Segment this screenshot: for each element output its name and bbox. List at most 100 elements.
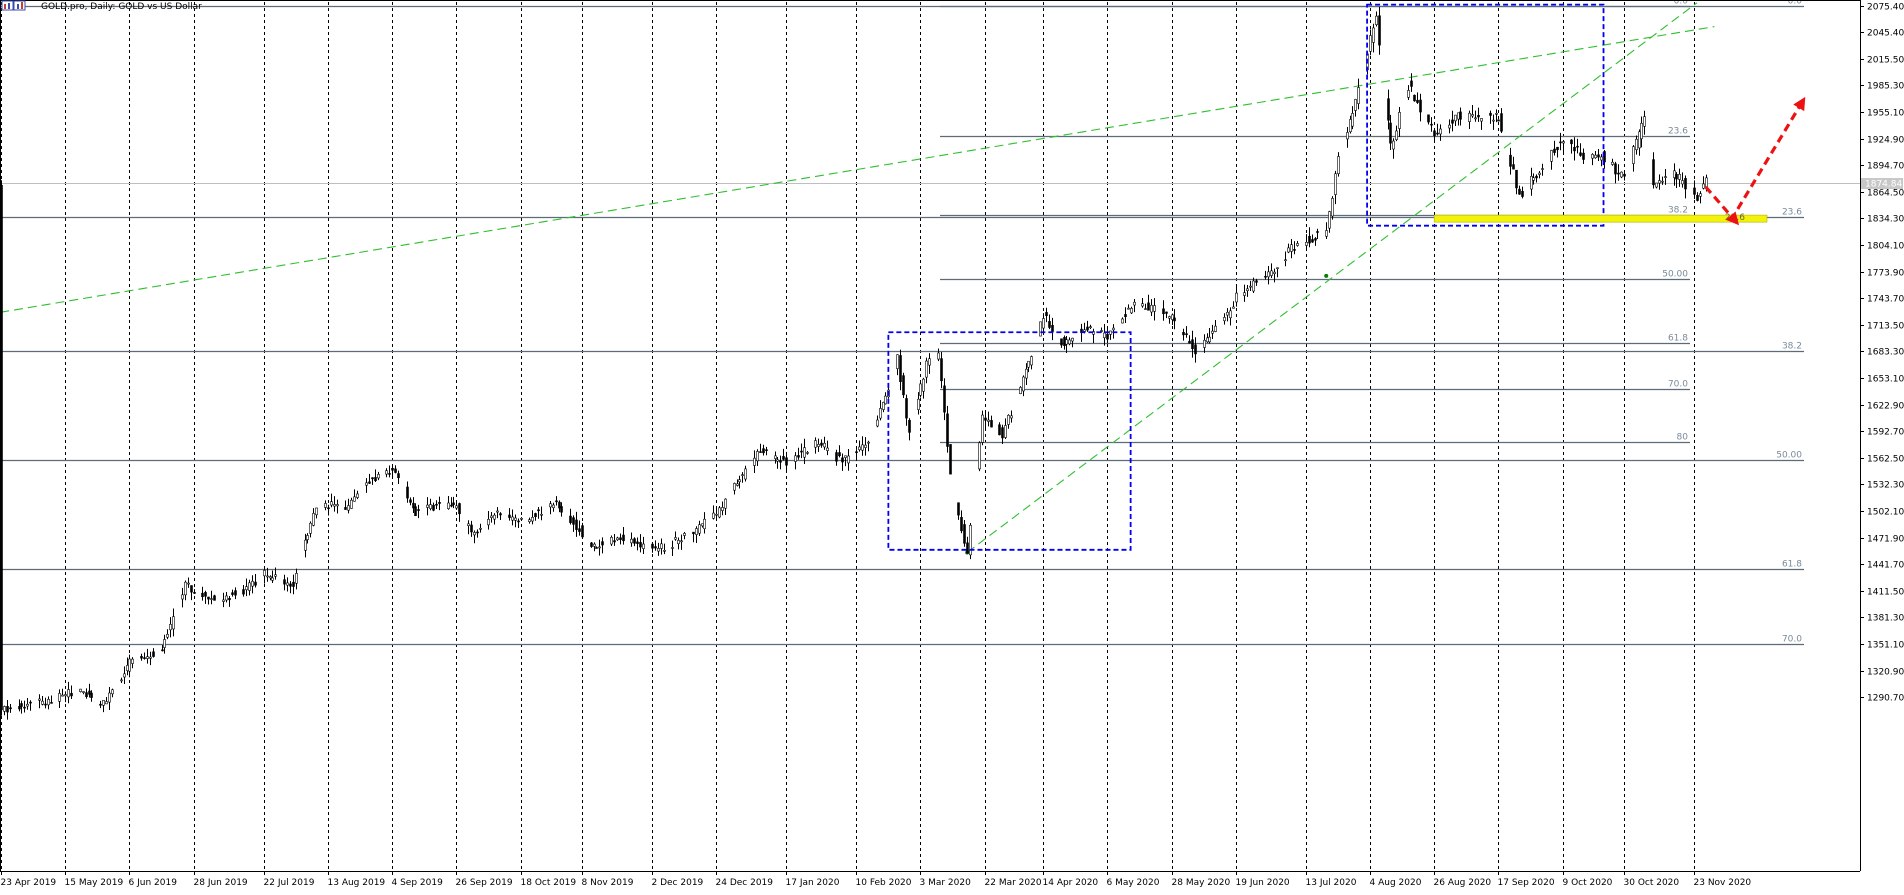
candle-body (490, 515, 493, 518)
candle (876, 415, 879, 428)
candle-body (1255, 280, 1258, 283)
level-label: 70.0 (1782, 635, 1802, 645)
candle (1331, 196, 1334, 220)
candle-body (1492, 119, 1495, 122)
candle (90, 690, 93, 702)
candle-body (377, 474, 380, 479)
candle-body (1007, 414, 1010, 425)
candle (286, 577, 289, 592)
y-tick-label: 1622.90 (1867, 402, 1904, 412)
candle (984, 412, 987, 429)
candle (593, 542, 596, 552)
x-tick-label: 26 Sep 2019 (456, 878, 513, 888)
candle-body (1331, 198, 1334, 217)
rectangles[interactable] (887, 3, 1605, 551)
candle-body (738, 479, 741, 483)
candle (450, 497, 453, 508)
candle-body (99, 703, 102, 706)
candle-body (1124, 314, 1127, 318)
candle (1106, 328, 1109, 344)
candle (184, 580, 187, 601)
candle-body (1019, 387, 1022, 395)
candle-body (184, 581, 187, 596)
candle (1354, 98, 1357, 117)
candle (534, 512, 537, 521)
candle-body (695, 528, 698, 535)
y-tick-label: 1562.50 (1867, 455, 1904, 465)
candle (928, 353, 931, 374)
trendline[interactable] (0, 26, 1715, 315)
candle (963, 519, 966, 547)
candle-body (759, 451, 762, 453)
candle (1582, 148, 1585, 164)
trendline[interactable] (966, 2, 1698, 553)
candle (508, 508, 511, 521)
candle (64, 691, 67, 703)
candle (1162, 300, 1165, 321)
candle (1211, 324, 1214, 340)
candle-body (1392, 140, 1395, 150)
candle-body (1276, 267, 1279, 270)
candle-body (131, 658, 134, 664)
candle-body (222, 599, 225, 602)
horizontal-levels: 23.6 38.2 50.00 61.8 70.0 0.0 (0, 0, 1860, 646)
candle-body (409, 499, 412, 503)
candle-body (1658, 180, 1661, 184)
candle-body (1147, 302, 1150, 311)
candle-body (126, 665, 129, 671)
candle (1632, 144, 1635, 172)
candle (172, 608, 175, 637)
candle (1039, 321, 1042, 337)
candle-body (531, 517, 534, 522)
candle-body (429, 504, 432, 509)
candle (169, 617, 172, 638)
candle (438, 496, 441, 511)
candle-body (595, 547, 598, 549)
candle (18, 699, 21, 712)
candle (330, 493, 333, 508)
candle-body (1535, 175, 1538, 179)
candle (1153, 298, 1156, 321)
candle (978, 441, 981, 472)
y-tick-label: 1683.30 (1867, 348, 1904, 358)
rectangle-drawing[interactable] (887, 331, 1132, 551)
candle (639, 534, 642, 553)
candle-body (388, 473, 391, 475)
candle-body (187, 582, 190, 585)
candle (779, 455, 782, 470)
candle-body (1173, 317, 1176, 322)
candle (1086, 320, 1089, 332)
candle (1541, 163, 1544, 176)
support-zone-rect[interactable] (1433, 214, 1768, 223)
candle-body (630, 538, 633, 544)
level-label: 50.00 (1776, 451, 1802, 461)
candle (797, 447, 800, 460)
candle-body (1171, 314, 1174, 320)
candle (940, 352, 943, 389)
rectangle-drawing[interactable] (1366, 3, 1605, 227)
candle (347, 498, 350, 514)
candle (394, 465, 397, 474)
candle-body (1521, 191, 1524, 197)
candle-body (204, 592, 207, 597)
candle (1229, 307, 1232, 326)
candle (698, 520, 701, 536)
candle (61, 688, 64, 697)
candle-body (1206, 337, 1209, 343)
x-tick-label: 22 Mar 2020 (985, 878, 1042, 888)
y-tick-label: 2015.50 (1867, 56, 1904, 66)
trendline-anchor-point (1324, 273, 1329, 278)
candle (1188, 335, 1191, 344)
candle (1311, 234, 1314, 243)
arrow-drawing[interactable] (1736, 96, 1806, 210)
arrow-drawing[interactable] (1704, 185, 1740, 226)
candle-body (248, 582, 251, 591)
candle (1597, 148, 1600, 161)
candle (1495, 109, 1498, 123)
level-label: 0.0 (1788, 0, 1803, 7)
candle (269, 575, 272, 581)
arrows[interactable] (1704, 96, 1806, 226)
candle (528, 517, 531, 524)
